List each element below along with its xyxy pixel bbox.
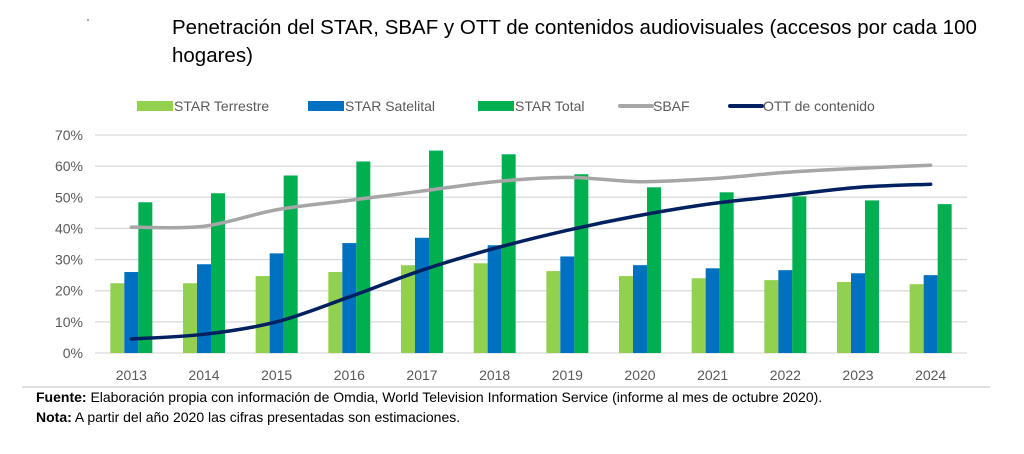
bar-star-terrestre bbox=[546, 271, 561, 353]
bar-star-satelital bbox=[633, 265, 647, 353]
bar-star-total bbox=[211, 193, 225, 353]
y-tick-label: 40% bbox=[55, 220, 83, 236]
bar-star-satelital bbox=[269, 253, 284, 353]
x-axis-ticks: 2013 2014 2015 2016 2017 2018 2019 2020 2021 2022… bbox=[22, 367, 990, 388]
bar-star-total bbox=[429, 150, 443, 353]
bar-star-total bbox=[574, 174, 589, 353]
bar-star-satelital bbox=[415, 237, 429, 353]
bar-star-terrestre bbox=[909, 284, 924, 353]
bar-star-terrestre bbox=[255, 276, 270, 353]
y-tick-label: 10% bbox=[55, 314, 83, 330]
y-tick-label: 70% bbox=[55, 127, 83, 143]
y-tick-label: 50% bbox=[55, 189, 83, 205]
note-label: Nota: bbox=[36, 409, 72, 425]
bars bbox=[110, 150, 952, 353]
legend-swatch bbox=[137, 101, 173, 111]
gridlines bbox=[95, 134, 967, 354]
bar-star-total bbox=[501, 154, 516, 353]
x-tick-label: 2017 bbox=[406, 367, 437, 383]
chart-title: Penetración del STAR, SBAF y OTT de cont… bbox=[172, 16, 977, 67]
bar-star-terrestre bbox=[328, 272, 343, 353]
bar-star-satelital bbox=[778, 270, 793, 353]
source-label: Fuente: bbox=[36, 389, 87, 405]
note: Nota: A partir del año 2020 las cifras p… bbox=[36, 409, 460, 425]
bar-star-total bbox=[937, 204, 952, 353]
bar-star-total bbox=[865, 200, 879, 353]
bar-star-total bbox=[792, 196, 807, 353]
y-tick-label: 60% bbox=[55, 158, 83, 174]
legend-label: SBAF bbox=[653, 98, 690, 114]
bar-star-satelital bbox=[124, 272, 139, 353]
bar-star-total bbox=[138, 202, 153, 353]
bar-star-satelital bbox=[560, 256, 575, 353]
legend-label: STAR Terrestre bbox=[174, 98, 269, 114]
y-tick-label: 30% bbox=[55, 252, 83, 268]
bar-star-total bbox=[647, 187, 661, 353]
bar-star-terrestre bbox=[110, 283, 125, 353]
bar-star-satelital bbox=[197, 264, 211, 353]
bar-star-satelital bbox=[705, 268, 720, 353]
bar-star-terrestre bbox=[619, 276, 633, 353]
bar-star-total bbox=[356, 161, 371, 353]
bar-star-total bbox=[283, 175, 298, 353]
bar-star-terrestre bbox=[764, 280, 779, 353]
bar-star-terrestre bbox=[473, 263, 488, 353]
lines bbox=[129, 163, 933, 341]
bar-star-terrestre bbox=[183, 283, 197, 353]
decorative-dot bbox=[87, 19, 89, 21]
x-tick-label: 2015 bbox=[261, 367, 292, 383]
x-tick-label: 2019 bbox=[552, 367, 583, 383]
bar-star-satelital bbox=[851, 273, 865, 353]
y-tick-label: 20% bbox=[55, 283, 83, 299]
legend-swatch bbox=[308, 101, 344, 111]
legend: STAR Terrestre STAR Satelital STAR Total SB… bbox=[137, 98, 875, 114]
x-tick-label: 2016 bbox=[334, 367, 365, 383]
legend-label: STAR Total bbox=[515, 98, 585, 114]
x-tick-label: 2022 bbox=[770, 367, 801, 383]
line-sbaf bbox=[129, 163, 933, 230]
line-ott-de-contenido bbox=[129, 182, 933, 341]
legend-label: OTT de contenido bbox=[763, 98, 875, 114]
source-text: Elaboración propia con información de Om… bbox=[86, 389, 823, 405]
bar-star-satelital bbox=[487, 245, 502, 353]
x-tick-label: 2020 bbox=[624, 367, 655, 383]
y-tick-label: 0% bbox=[63, 345, 83, 361]
bar-star-total bbox=[719, 192, 734, 353]
x-tick-label: 2013 bbox=[116, 367, 147, 383]
bar-star-satelital bbox=[923, 275, 938, 353]
source-note: Fuente: Elaboración propia con informaci… bbox=[36, 389, 822, 405]
bar-star-terrestre bbox=[401, 265, 415, 353]
bar-star-terrestre bbox=[691, 278, 706, 353]
y-axis-ticks: 0% 10% 20% 30% 40% 50% 60% 70% bbox=[55, 127, 83, 361]
note-text: A partir del año 2020 las cifras present… bbox=[71, 409, 461, 425]
x-tick-label: 2021 bbox=[697, 367, 728, 383]
legend-swatch bbox=[478, 101, 514, 111]
x-tick-label: 2018 bbox=[479, 367, 510, 383]
x-tick-label: 2023 bbox=[842, 367, 873, 383]
bar-star-terrestre bbox=[837, 281, 851, 353]
x-tick-label: 2014 bbox=[188, 367, 219, 383]
legend-label: STAR Satelital bbox=[345, 98, 435, 114]
x-tick-label: 2024 bbox=[915, 367, 946, 383]
